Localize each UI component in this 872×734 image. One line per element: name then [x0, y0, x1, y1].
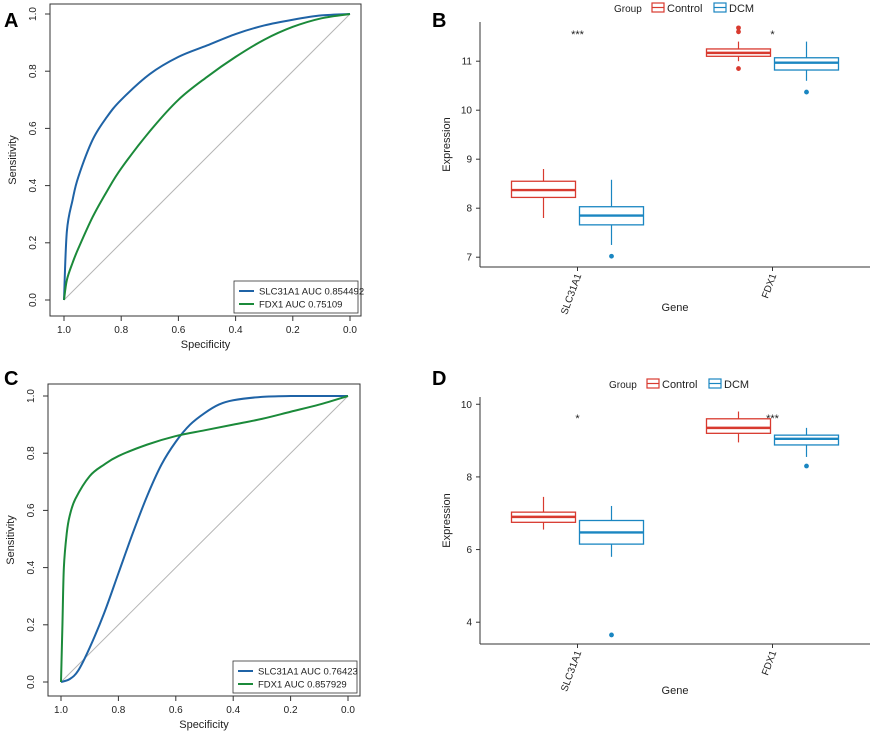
- legend-entry-control: Control: [667, 3, 702, 15]
- outlier-point-control: [736, 66, 741, 71]
- legend-entry-dcm: DCM: [724, 379, 749, 391]
- y-tick-label: 10: [461, 106, 473, 117]
- y-tick-label: 0.6: [28, 121, 39, 135]
- panel-label-c: C: [4, 368, 18, 390]
- y-tick-label: 10: [461, 400, 473, 411]
- y-tick-label: 0.0: [26, 675, 37, 689]
- y-tick-label: 0.4: [28, 178, 39, 192]
- y-tick-label: 8: [466, 472, 472, 483]
- roc-curve-green: [63, 13, 351, 301]
- x-tick-label: 0.8: [111, 705, 125, 716]
- reference-diagonal: [60, 395, 349, 683]
- x-tick-label: 0.4: [229, 325, 243, 336]
- legend-entry: SLC31A1 AUC 0.854492: [259, 287, 364, 298]
- legend-entry-dcm: DCM: [729, 3, 754, 15]
- outlier-point-dcm: [609, 632, 614, 638]
- x-tick-label: 0.2: [286, 325, 300, 336]
- legend-entry: FDX1 AUC 0.75109: [259, 300, 342, 311]
- plot-frame: [49, 3, 362, 317]
- x-tick-label: 0.4: [226, 705, 240, 716]
- boxplot-chart-b: 7 8 9 10 11 Expression Gene SLC31A1 *** FDX1 * Grou…: [441, 2, 870, 316]
- x-tick-label: FDX1: [760, 649, 779, 677]
- legend-title: Group: [614, 4, 642, 15]
- x-axis-label: Gene: [662, 685, 689, 697]
- y-tick-label: 1.0: [26, 389, 37, 403]
- x-tick-label: 1.0: [54, 705, 68, 716]
- panel-label-a: A: [4, 10, 18, 32]
- legend-box: [232, 660, 358, 694]
- y-tick-label: 0.6: [26, 503, 37, 517]
- legend-entry-control: Control: [662, 379, 697, 391]
- outlier-point-dcm: [804, 463, 809, 469]
- y-tick-label: 9: [466, 155, 472, 166]
- legend-entry: FDX1 AUC 0.857929: [258, 680, 347, 691]
- y-tick-label: 0.2: [26, 617, 37, 631]
- y-tick-label: 7: [466, 253, 472, 264]
- y-tick-label: 11: [462, 57, 473, 68]
- roc-curve-blue: [63, 13, 351, 301]
- roc-chart-c: 1.0 0.8 0.6 0.4 0.2 0.0 0.0 0.2 0.4 0.6 0.8 1.0 Spec…: [5, 383, 361, 731]
- box-dcm: [773, 434, 840, 446]
- y-tick-label: 0.2: [28, 235, 39, 249]
- y-axis-label: Sensitivity: [7, 135, 19, 185]
- x-tick-label: 0.0: [341, 705, 355, 716]
- x-tick-label: 0.8: [114, 325, 128, 336]
- y-tick-label: 0.0: [28, 293, 39, 307]
- y-tick-label: 8: [466, 204, 472, 215]
- significance-marker: *: [575, 413, 580, 425]
- y-tick-label: 6: [466, 545, 472, 556]
- roc-chart-a: 1.0 0.8 0.6 0.4 0.2 0.0 0.0 0.2 0.4 0.6 0.8 1.0 Spec…: [7, 3, 364, 351]
- y-tick-label: 0.8: [28, 64, 39, 78]
- x-tick-label: 0.0: [343, 325, 357, 336]
- roc-curve-blue: [60, 394, 348, 683]
- legend-box: [233, 280, 359, 314]
- y-axis-label: Expression: [441, 493, 453, 547]
- panel-label-d: D: [432, 368, 446, 390]
- box-dcm: [773, 57, 840, 71]
- x-tick-label: 0.6: [169, 705, 183, 716]
- y-tick-label: 1.0: [28, 7, 39, 21]
- legend-title: Group: [609, 380, 637, 391]
- y-tick-label: 0.4: [26, 560, 37, 574]
- roc-curve-green: [60, 395, 349, 683]
- significance-marker: *: [770, 29, 775, 41]
- box-control: [705, 418, 772, 434]
- outlier-point-control: [736, 29, 741, 35]
- outlier-point-dcm: [609, 253, 614, 259]
- y-axis-label: Expression: [441, 117, 453, 171]
- significance-marker: ***: [571, 29, 585, 41]
- x-axis-label: Specificity: [181, 339, 231, 351]
- x-axis-label: Gene: [662, 302, 689, 314]
- outlier-point-control: [736, 25, 741, 31]
- plot-frame: [47, 383, 361, 697]
- x-tick-label: SLC31A1: [559, 272, 584, 316]
- x-tick-label: SLC31A1: [559, 649, 584, 693]
- panel-label-b: B: [432, 10, 446, 32]
- x-tick-label: 1.0: [57, 325, 71, 336]
- x-tick-label: 0.2: [284, 705, 298, 716]
- outlier-point-dcm: [804, 89, 809, 95]
- legend-entry: SLC31A1 AUC 0.76423: [258, 667, 358, 678]
- y-tick-label: 4: [466, 618, 472, 629]
- y-axis-label: Sensitivity: [5, 515, 17, 565]
- reference-diagonal: [63, 13, 351, 301]
- x-tick-label: FDX1: [760, 272, 779, 300]
- x-axis-label: Specificity: [179, 719, 229, 731]
- y-tick-label: 0.8: [26, 446, 37, 460]
- x-tick-label: 0.6: [171, 325, 185, 336]
